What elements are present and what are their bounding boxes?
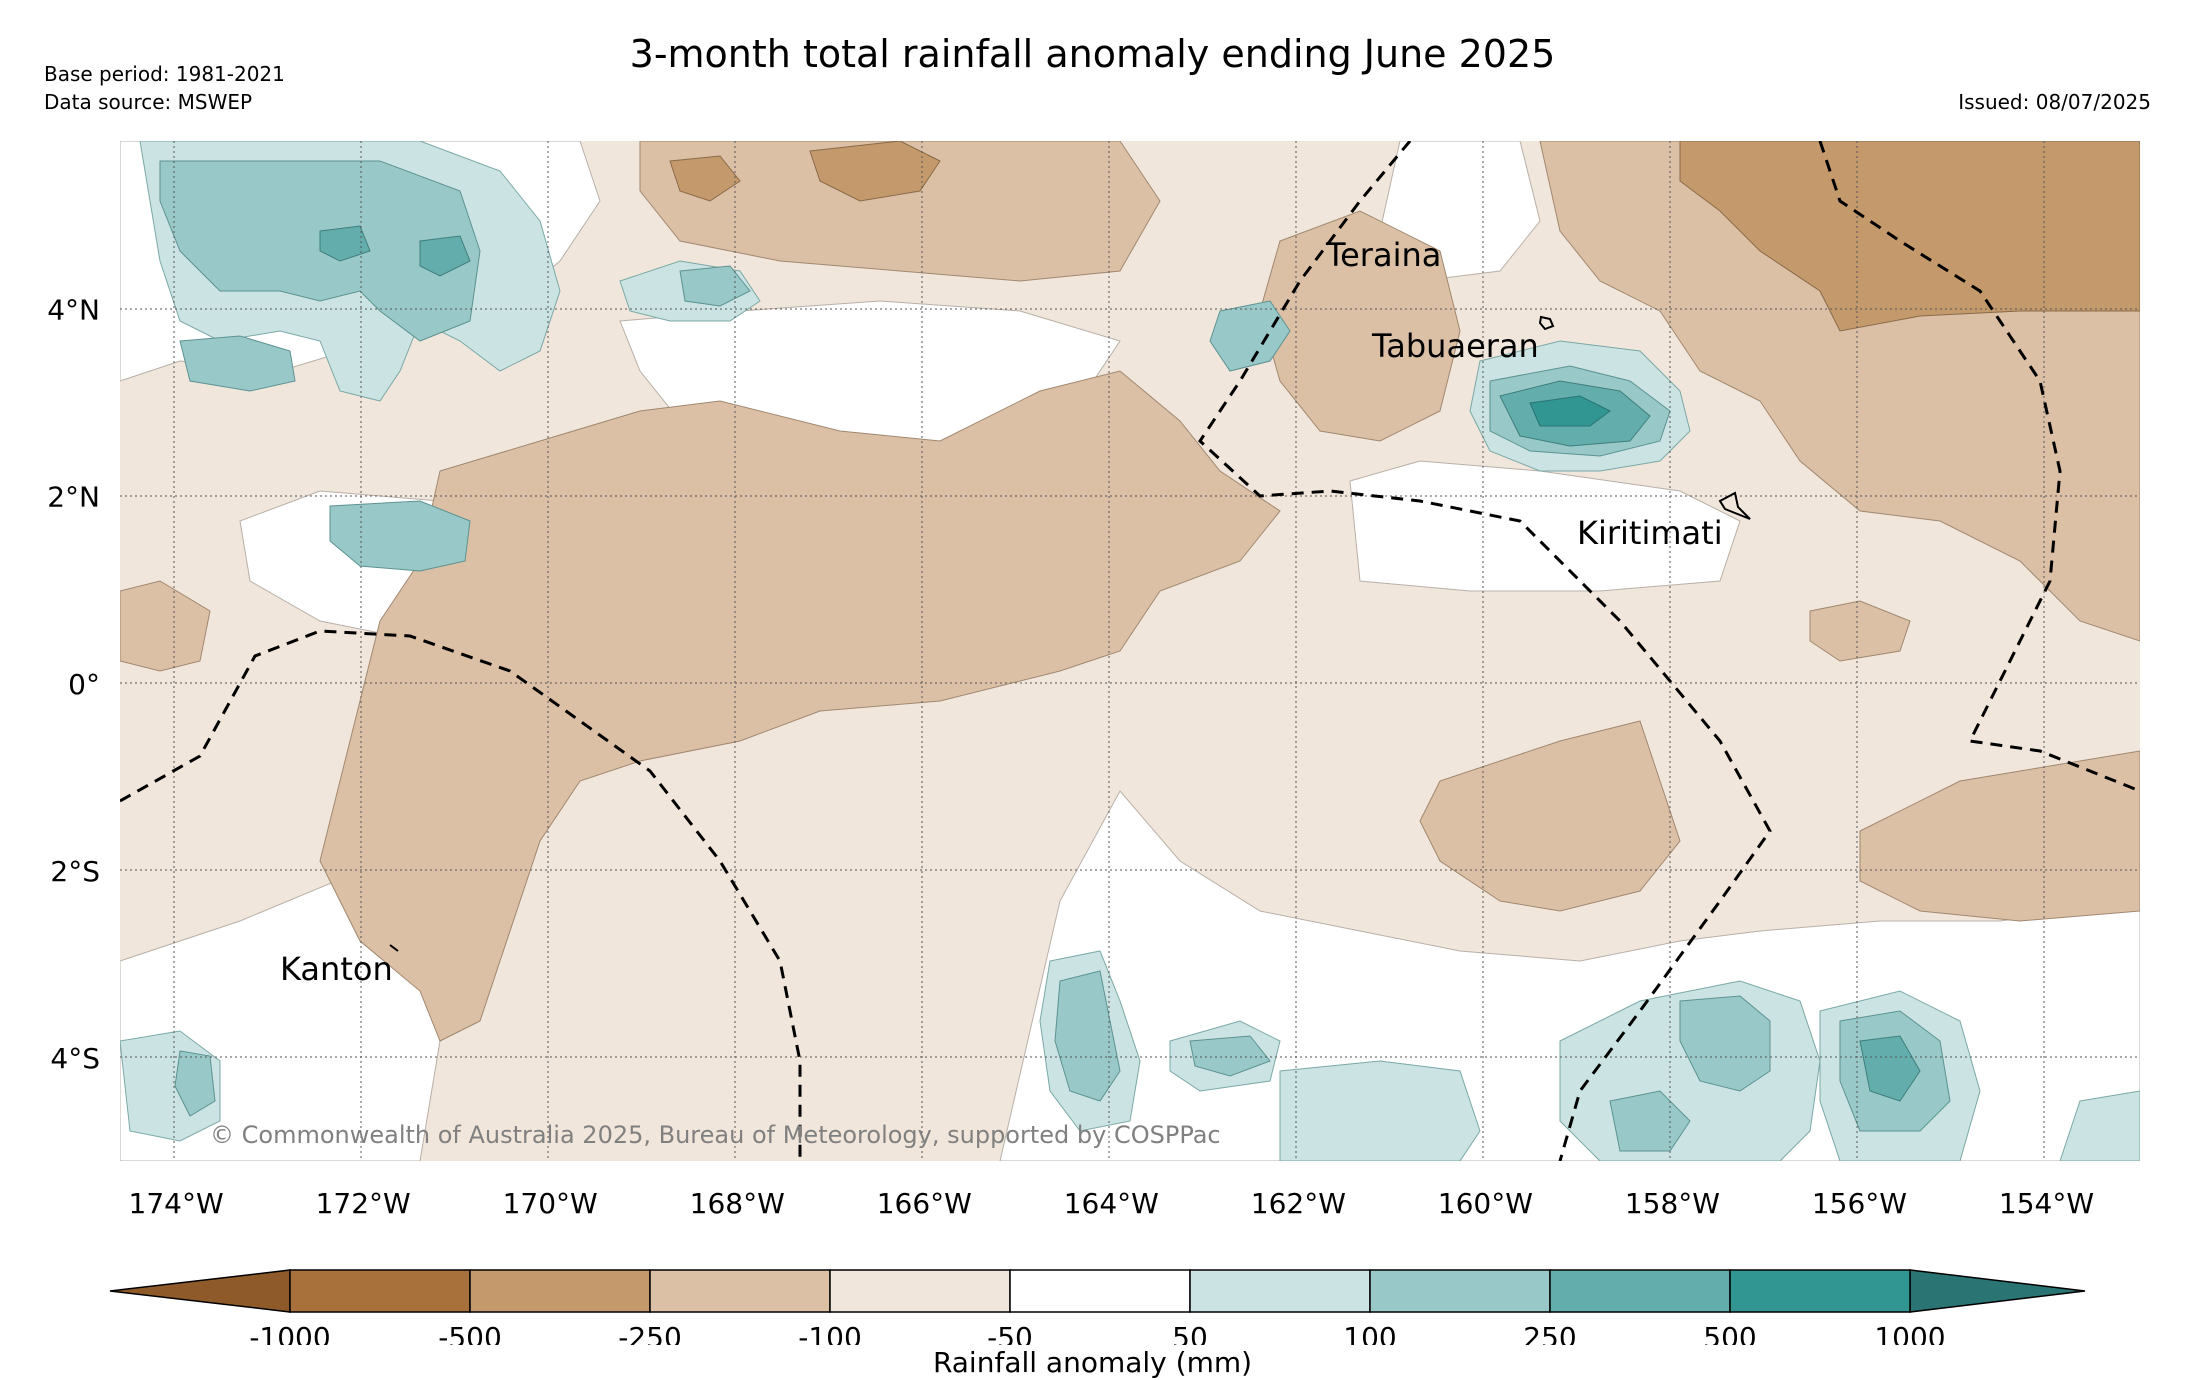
kiritimati-island-outline — [1718, 491, 1751, 520]
lat-tick-label: 2°N — [47, 481, 100, 514]
dry-250-region — [1419, 720, 1681, 912]
eez-boundaries — [120, 141, 2140, 1161]
lat-tick-label: 2°S — [50, 855, 100, 888]
colorbar-tick-label: -500 — [438, 1321, 502, 1345]
lat-tick-label: 0° — [68, 668, 100, 701]
colorbar-swatch — [649, 1269, 831, 1313]
base-period-text: Base period: 1981-2021 — [44, 62, 285, 86]
place-label-teraina: Teraina — [1325, 236, 1441, 274]
lon-tick-label: 168°W — [690, 1187, 785, 1220]
colorbar-swatch — [1369, 1269, 1551, 1313]
colorbar-tick-label: -50 — [987, 1321, 1033, 1345]
wet-500-region — [1529, 395, 1611, 427]
colorbar-swatch — [1549, 1269, 1731, 1313]
colorbar-tick-label: -1000 — [249, 1321, 330, 1345]
lat-tick-label: 4°N — [47, 293, 100, 326]
dry-250-region — [120, 580, 211, 672]
map-title: 3-month total rainfall anomaly ending Ju… — [629, 32, 1556, 76]
graticule — [120, 141, 2140, 1161]
lon-tick-label: 156°W — [1812, 1187, 1907, 1220]
dry-500-region — [809, 141, 941, 202]
lat-tick-label: 4°S — [50, 1042, 100, 1075]
longitude-tick-labels: 174°W 172°W 170°W 168°W 166°W 164°W 162°W 160°W… — [129, 1187, 2095, 1220]
kanton-island-outline — [389, 944, 399, 952]
wet-100-region — [329, 500, 471, 572]
colorbar-swatch — [1189, 1269, 1371, 1313]
near-normal-region — [1349, 460, 1741, 592]
colorbar-extend-high — [1909, 1269, 2086, 1313]
lon-tick-label: 172°W — [316, 1187, 411, 1220]
lon-tick-label: 154°W — [1999, 1187, 2094, 1220]
colorbar-tick-label: 1000 — [1874, 1321, 1945, 1345]
wet-50-region — [2059, 1090, 2140, 1161]
colorbar-tick-label: -100 — [798, 1321, 862, 1345]
colorbar-tick-label: -250 — [618, 1321, 682, 1345]
place-label-kiritimati: Kiritimati — [1577, 514, 1723, 552]
lon-tick-label: 164°W — [1064, 1187, 1159, 1220]
colorbar-swatch — [1729, 1269, 1911, 1313]
lon-tick-label: 166°W — [877, 1187, 972, 1220]
wet-100-region — [1054, 970, 1121, 1102]
wet-100-region — [1189, 1035, 1271, 1077]
dry-250-region — [1809, 600, 1911, 662]
wet-50-region — [1279, 1060, 1481, 1161]
latitude-label-strip: 4°N 2°N 0° 2°S 4°S — [47, 293, 100, 1075]
anomaly-field — [120, 141, 2140, 1161]
dry-500-region — [669, 155, 741, 202]
issued-date-text: Issued: 08/07/2025 — [1958, 90, 2151, 114]
colorbar-swatch — [469, 1269, 651, 1313]
colorbar-tick-label: 100 — [1343, 1321, 1396, 1345]
colorbar-extend-low — [109, 1269, 291, 1313]
lon-tick-label: 170°W — [503, 1187, 598, 1220]
wet-100-region — [679, 265, 751, 307]
colorbar-legend: -1000 -500 -250 -100 -50 50 100 250 500 1000 — [109, 1269, 2086, 1345]
wet-250-region — [319, 225, 371, 262]
lon-tick-label: 160°W — [1438, 1187, 1533, 1220]
wet-100-region — [179, 335, 296, 392]
lon-tick-label: 174°W — [129, 1187, 224, 1220]
lon-tick-label: 158°W — [1625, 1187, 1720, 1220]
dry-500-region — [1679, 141, 2140, 332]
wet-250-region — [1859, 1035, 1921, 1102]
data-source-text: Data source: MSWEP — [44, 90, 253, 114]
colorbar-tick-label: 250 — [1523, 1321, 1576, 1345]
place-label-tabuaeran: Tabuaeran — [1371, 327, 1539, 365]
copyright-text: © Commonwealth of Australia 2025, Bureau… — [210, 1121, 1221, 1149]
wet-100-region — [174, 1050, 216, 1117]
dry-250-region — [319, 370, 1281, 1042]
dry-250-region — [1859, 750, 2140, 922]
rainfall-anomaly-map: Teraina Tabuaeran Kiritimati Kanton © Co… — [120, 141, 2140, 1220]
tabuaeran-island-outline — [1538, 315, 1555, 331]
colorbar-swatch — [289, 1269, 471, 1313]
colorbar-swatch — [1009, 1269, 1191, 1313]
colorbar-label: Rainfall anomaly (mm) — [932, 1346, 1253, 1379]
colorbar-swatch — [829, 1269, 1011, 1313]
place-label-kanton: Kanton — [280, 950, 393, 988]
lon-tick-label: 162°W — [1251, 1187, 1346, 1220]
wet-100-region — [1679, 995, 1771, 1092]
wet-250-region — [419, 235, 471, 277]
colorbar-tick-label: 500 — [1703, 1321, 1756, 1345]
wet-100-region — [1209, 300, 1291, 372]
colorbar-tick-label: 50 — [1172, 1321, 1208, 1345]
dry-250-region — [639, 141, 1161, 282]
